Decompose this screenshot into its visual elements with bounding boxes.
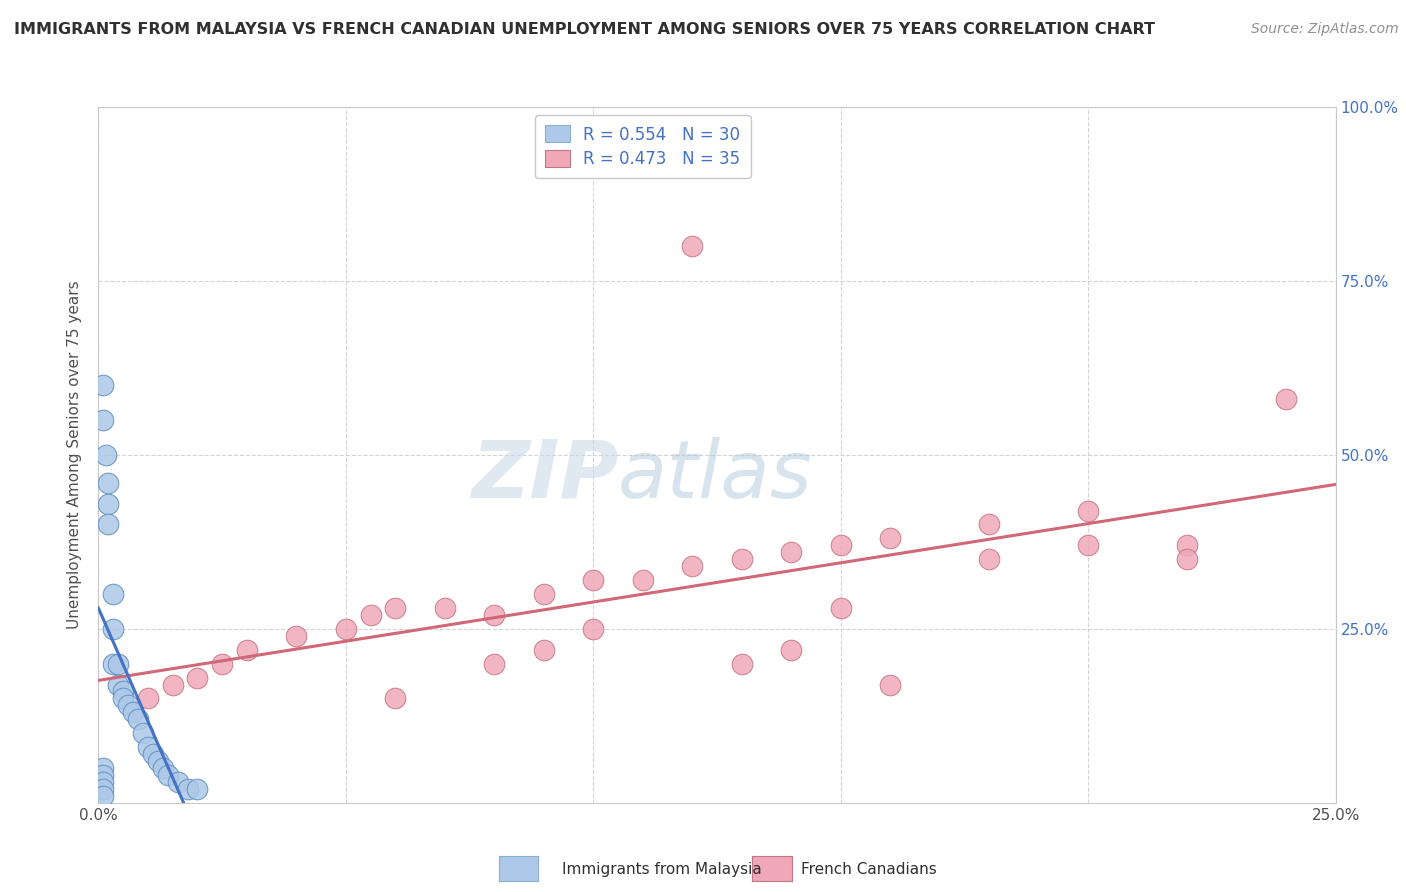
Point bbox=[830, 538, 852, 552]
Point bbox=[156, 768, 179, 782]
Point bbox=[484, 607, 506, 622]
Point bbox=[122, 706, 145, 720]
Point bbox=[107, 677, 129, 691]
Point bbox=[166, 775, 188, 789]
Point bbox=[162, 677, 184, 691]
Text: IMMIGRANTS FROM MALAYSIA VS FRENCH CANADIAN UNEMPLOYMENT AMONG SENIORS OVER 75 Y: IMMIGRANTS FROM MALAYSIA VS FRENCH CANAD… bbox=[14, 22, 1156, 37]
Point bbox=[681, 239, 703, 253]
Point bbox=[731, 657, 754, 671]
Point bbox=[93, 768, 115, 782]
Point bbox=[830, 601, 852, 615]
Point bbox=[979, 552, 1001, 566]
Point bbox=[335, 622, 357, 636]
Point bbox=[93, 789, 115, 803]
Text: Immigrants from Malaysia: Immigrants from Malaysia bbox=[562, 863, 762, 877]
Point bbox=[360, 607, 382, 622]
Point bbox=[1077, 538, 1099, 552]
Point bbox=[97, 475, 120, 490]
Text: Source: ZipAtlas.com: Source: ZipAtlas.com bbox=[1251, 22, 1399, 37]
Point bbox=[433, 601, 456, 615]
Point bbox=[979, 517, 1001, 532]
Point bbox=[681, 559, 703, 574]
Point bbox=[107, 657, 129, 671]
Point bbox=[211, 657, 233, 671]
Point bbox=[97, 497, 120, 511]
Point bbox=[132, 726, 155, 740]
Point bbox=[186, 671, 208, 685]
Point bbox=[142, 747, 165, 761]
Point bbox=[780, 642, 803, 657]
Point bbox=[780, 545, 803, 559]
Point bbox=[127, 712, 149, 726]
Point bbox=[484, 657, 506, 671]
Point bbox=[285, 629, 308, 643]
Point bbox=[1175, 552, 1198, 566]
Point bbox=[533, 642, 555, 657]
Point bbox=[103, 587, 125, 601]
Point bbox=[103, 622, 125, 636]
Point bbox=[1175, 538, 1198, 552]
Point bbox=[117, 698, 139, 713]
Legend: R = 0.554   N = 30, R = 0.473   N = 35: R = 0.554 N = 30, R = 0.473 N = 35 bbox=[536, 115, 751, 178]
Point bbox=[103, 657, 125, 671]
Text: ZIP: ZIP bbox=[471, 437, 619, 515]
Point bbox=[533, 587, 555, 601]
Point bbox=[93, 781, 115, 796]
Point bbox=[152, 761, 174, 775]
Point bbox=[136, 691, 159, 706]
Point bbox=[582, 622, 605, 636]
Point bbox=[93, 413, 115, 427]
Point bbox=[236, 642, 259, 657]
Point bbox=[1275, 392, 1298, 407]
Point bbox=[176, 781, 198, 796]
Point bbox=[93, 378, 115, 392]
Point bbox=[112, 691, 135, 706]
Point bbox=[582, 573, 605, 587]
Point bbox=[879, 532, 901, 546]
Point bbox=[879, 677, 901, 691]
Point bbox=[384, 691, 406, 706]
Y-axis label: Unemployment Among Seniors over 75 years: Unemployment Among Seniors over 75 years bbox=[67, 281, 83, 629]
Point bbox=[112, 684, 135, 698]
Point bbox=[136, 740, 159, 755]
Point bbox=[186, 781, 208, 796]
Point bbox=[97, 517, 120, 532]
Point bbox=[93, 761, 115, 775]
Point bbox=[1077, 503, 1099, 517]
Point bbox=[731, 552, 754, 566]
Point bbox=[93, 775, 115, 789]
Point bbox=[146, 754, 169, 768]
Point bbox=[384, 601, 406, 615]
Point bbox=[631, 573, 654, 587]
Text: French Canadians: French Canadians bbox=[801, 863, 938, 877]
Text: atlas: atlas bbox=[619, 437, 813, 515]
Point bbox=[94, 448, 117, 462]
